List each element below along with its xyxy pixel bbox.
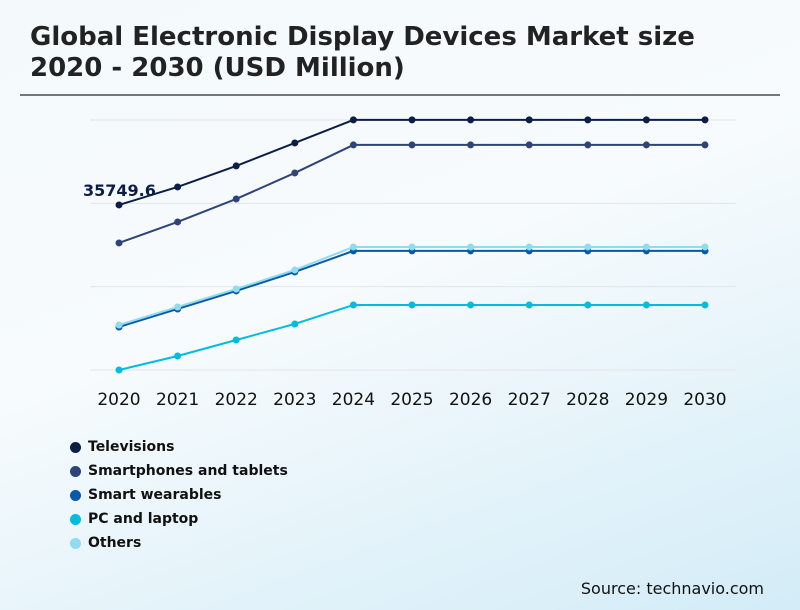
data-point: [349, 243, 357, 251]
data-point: [584, 243, 592, 251]
series-line: [118, 143, 705, 244]
legend-label: Televisions: [88, 439, 175, 455]
data-point: [701, 116, 709, 124]
data-point: [349, 301, 357, 309]
data-point: [584, 141, 592, 149]
data-point: [408, 301, 416, 309]
legend-label: PC and laptop: [88, 511, 199, 527]
data-point: [525, 301, 533, 309]
data-point: [174, 218, 182, 226]
x-tick-label: 2030: [683, 390, 726, 410]
legend-marker-icon: [70, 465, 81, 477]
data-point: [291, 169, 299, 177]
data-point: [408, 116, 416, 124]
x-tick-label: 2022: [215, 390, 258, 410]
data-point: [291, 266, 299, 274]
legend-marker-icon: [70, 489, 81, 501]
series-line: [118, 249, 705, 328]
data-point: [115, 366, 123, 374]
x-tick-label: 2028: [566, 390, 609, 410]
data-point: [584, 301, 592, 309]
legend-marker-icon: [70, 513, 81, 525]
data-point: [232, 195, 240, 203]
legend-item: Others: [70, 531, 288, 555]
data-point: [584, 116, 592, 124]
data-point: [701, 141, 709, 149]
data-point: [115, 239, 123, 247]
legend-item: Smartphones and tablets: [70, 459, 288, 483]
legend-item: PC and laptop: [70, 507, 288, 531]
title-divider: [20, 94, 780, 96]
legend-label: Others: [88, 535, 142, 551]
x-tick-label: 2026: [449, 390, 492, 410]
data-point: [467, 141, 475, 149]
x-tick-label: 2027: [508, 390, 551, 410]
x-tick-label: 2020: [97, 390, 140, 410]
data-point: [701, 301, 709, 309]
legend-marker-icon: [70, 537, 81, 549]
chart-title: Global Electronic Display Devices Market…: [30, 22, 695, 83]
x-tick-label: 2021: [156, 390, 199, 410]
data-point: [642, 141, 650, 149]
data-point: [174, 303, 182, 311]
data-point: [349, 141, 357, 149]
series-line: [118, 245, 705, 326]
data-label: 35749.6: [83, 181, 156, 200]
data-point: [525, 141, 533, 149]
legend-item: Smart wearables: [70, 483, 288, 507]
data-point: [642, 243, 650, 251]
data-point: [642, 301, 650, 309]
data-point: [642, 116, 650, 124]
data-point: [467, 116, 475, 124]
x-tick-label: 2023: [273, 390, 316, 410]
data-point: [408, 141, 416, 149]
data-point: [349, 116, 357, 124]
legend-marker-icon: [70, 441, 81, 453]
data-point: [232, 336, 240, 344]
x-tick-label: 2029: [625, 390, 668, 410]
data-point: [291, 139, 299, 147]
data-point: [408, 243, 416, 251]
data-point: [291, 320, 299, 328]
data-point: [115, 321, 123, 329]
data-point: [525, 116, 533, 124]
data-point: [701, 243, 709, 251]
data-point: [174, 183, 182, 191]
data-point: [467, 301, 475, 309]
data-point: [467, 243, 475, 251]
series-line: [118, 303, 705, 371]
source-label: Source: technavio.com: [580, 579, 764, 598]
legend-label: Smartphones and tablets: [88, 463, 288, 479]
x-tick-label: 2025: [390, 390, 433, 410]
x-tick-label: 2024: [332, 390, 375, 410]
legend-item: Televisions: [70, 435, 288, 459]
legend: Televisions Smartphones and tablets Smart …: [70, 435, 288, 555]
data-point: [525, 243, 533, 251]
series-line: [118, 118, 705, 206]
data-point: [232, 162, 240, 170]
data-point: [232, 285, 240, 293]
legend-label: Smart wearables: [88, 487, 222, 503]
data-point: [174, 352, 182, 360]
data-point: [115, 201, 123, 209]
